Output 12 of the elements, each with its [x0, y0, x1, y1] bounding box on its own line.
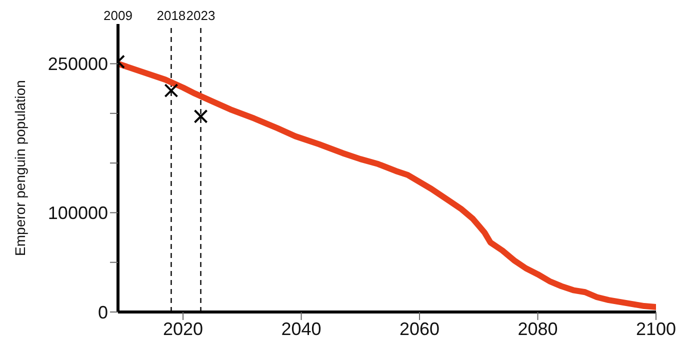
y-tick-label: 100000: [48, 203, 108, 224]
y-tick-label: 0: [98, 302, 108, 322]
y-tick-label: 250000: [48, 54, 108, 74]
ref-line-label: 2023: [186, 8, 216, 23]
x-tick-label: 2020: [163, 318, 204, 339]
ref-line-label: 2018: [156, 8, 186, 23]
x-tick-label: 2080: [518, 318, 558, 339]
x-tick-label: 2040: [281, 318, 322, 339]
x-tick-label: 2100: [636, 318, 676, 339]
y-axis-title: Emperor penguin population: [12, 80, 28, 256]
x-tick-label: 2060: [399, 318, 440, 339]
text: 2009: [102, 8, 134, 23]
